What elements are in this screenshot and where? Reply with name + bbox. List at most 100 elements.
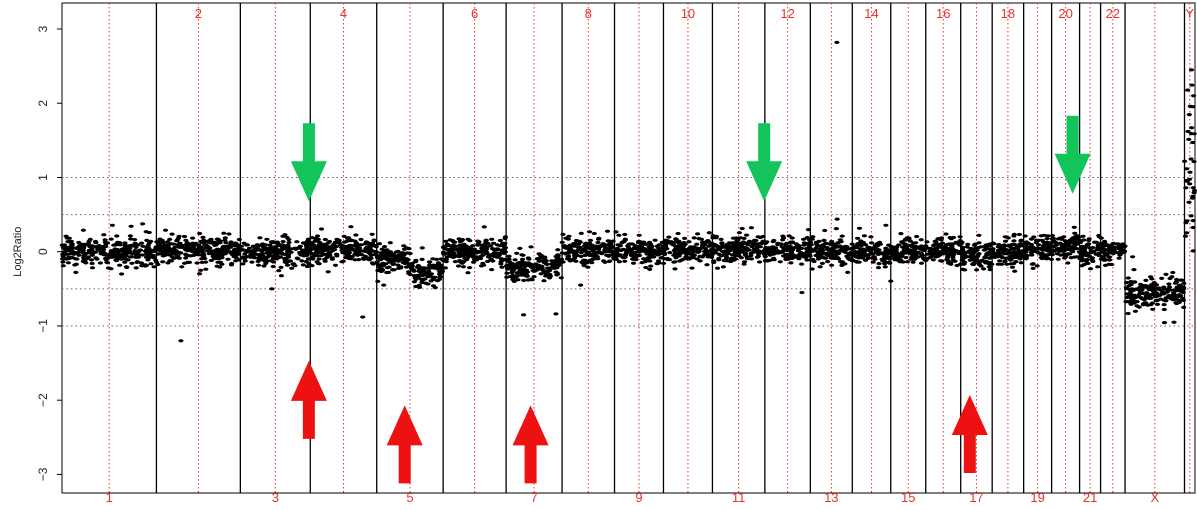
data-point: [501, 243, 507, 247]
data-point: [959, 240, 965, 244]
y-tick-label: −3: [36, 467, 50, 481]
data-point: [831, 243, 837, 247]
data-point: [704, 263, 710, 267]
data-point: [868, 241, 875, 245]
data-point: [622, 259, 628, 263]
data-point: [647, 254, 653, 258]
data-point: [440, 245, 447, 250]
data-point: [764, 240, 770, 244]
data-point: [517, 246, 523, 250]
data-point: [154, 260, 160, 264]
data-point: [191, 250, 197, 254]
data-point: [617, 244, 624, 248]
data-point: [232, 241, 239, 245]
data-point: [862, 258, 869, 262]
data-point: [309, 264, 315, 268]
data-point: [947, 242, 954, 246]
data-point: [671, 260, 677, 264]
data-point: [226, 232, 232, 236]
data-point: [882, 255, 888, 259]
data-point: [912, 256, 918, 260]
data-point: [729, 253, 735, 257]
data-point: [427, 260, 433, 264]
data-point: [1179, 278, 1185, 282]
data-point: [1049, 234, 1056, 238]
data-point: [1102, 263, 1109, 267]
data-point: [1058, 253, 1064, 257]
data-point: [602, 260, 608, 264]
data-point: [729, 242, 735, 246]
data-point: [471, 258, 478, 262]
data-point: [533, 264, 539, 269]
data-point: [112, 247, 118, 251]
data-point: [672, 267, 678, 271]
data-point: [743, 246, 749, 251]
data-point: [148, 262, 154, 266]
data-point: [1071, 237, 1077, 242]
data-point: [1117, 253, 1123, 257]
data-point: [482, 242, 488, 246]
data-point: [294, 240, 300, 244]
data-point: [485, 259, 491, 263]
data-point: [868, 235, 874, 239]
data-point: [637, 244, 643, 248]
data-point: [123, 257, 129, 261]
data-point: [1012, 269, 1018, 273]
data-point: [387, 241, 393, 245]
outlier-point: [834, 40, 840, 44]
data-point: [457, 240, 463, 244]
data-point: [127, 244, 133, 248]
data-point: [824, 245, 830, 250]
data-point: [231, 255, 237, 259]
data-point: [870, 252, 876, 256]
data-point: [1190, 186, 1196, 190]
data-point: [304, 264, 310, 269]
data-point: [566, 234, 572, 238]
data-point: [851, 253, 858, 258]
data-point: [748, 257, 755, 261]
data-point: [1189, 83, 1195, 87]
data-point: [708, 254, 714, 258]
data-point: [346, 251, 353, 255]
data-point: [1109, 262, 1115, 267]
data-point: [1055, 257, 1061, 261]
data-point: [67, 245, 73, 249]
data-point: [1004, 262, 1010, 266]
data-point: [165, 240, 171, 244]
data-point: [223, 241, 229, 245]
data-point: [457, 247, 463, 252]
data-point: [122, 241, 128, 245]
data-point: [1156, 286, 1162, 290]
data-point: [547, 272, 553, 277]
data-point: [326, 251, 332, 255]
data-point: [880, 252, 887, 256]
data-point: [573, 259, 579, 263]
data-point: [657, 252, 663, 256]
data-point: [882, 265, 888, 269]
data-point: [667, 251, 673, 255]
data-point: [1178, 285, 1184, 289]
data-point: [586, 230, 593, 234]
data-point: [616, 260, 623, 264]
data-point: [946, 248, 952, 252]
data-point: [547, 276, 553, 280]
data-point: [195, 252, 201, 256]
data-point: [315, 261, 321, 266]
data-point: [1149, 287, 1155, 291]
data-point: [1190, 105, 1196, 109]
data-point: [394, 255, 400, 259]
data-point: [1022, 245, 1028, 249]
data-point: [139, 241, 145, 245]
data-point: [102, 256, 109, 261]
data-point: [1002, 259, 1008, 263]
data-point: [734, 239, 740, 243]
data-point: [198, 239, 204, 244]
y-tick-label: 3: [36, 25, 50, 32]
data-point: [76, 253, 82, 257]
data-point: [948, 251, 954, 255]
data-point: [635, 241, 642, 245]
data-point: [753, 238, 759, 243]
data-point: [660, 261, 667, 265]
data-point: [465, 248, 472, 253]
data-point: [856, 241, 862, 246]
